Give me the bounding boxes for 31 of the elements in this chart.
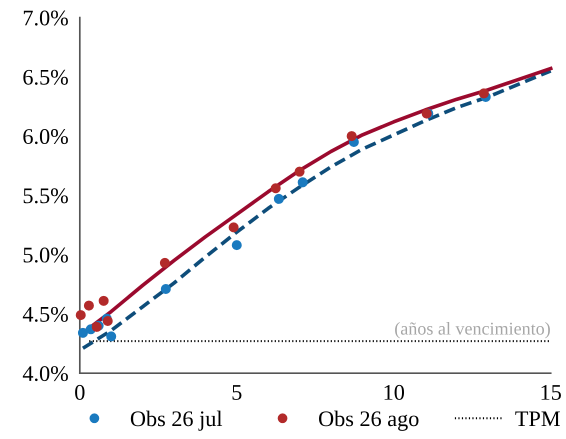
point xyxy=(78,328,88,338)
x-tick-label: 15 xyxy=(542,385,561,400)
point xyxy=(294,166,305,177)
legend-label: Obs 26 jul xyxy=(130,410,222,431)
point xyxy=(106,331,116,342)
y-tick-label: 7.0% xyxy=(24,10,68,26)
point xyxy=(102,316,113,326)
y-tick-label: 5.0% xyxy=(24,248,68,263)
x-tick-label: 5 xyxy=(232,385,242,400)
point xyxy=(160,258,170,268)
legend-label: Obs 26 ago xyxy=(319,410,418,431)
point xyxy=(478,88,489,98)
point xyxy=(298,177,308,188)
y-tick-label: 4.5% xyxy=(22,306,68,322)
point xyxy=(98,296,109,306)
point xyxy=(346,131,357,142)
x-tick-label: 10 xyxy=(384,384,404,400)
point xyxy=(270,183,281,194)
point xyxy=(274,194,284,204)
y-tick-label: 6.0% xyxy=(23,129,68,144)
y-tick-label: 5.5% xyxy=(24,188,68,204)
x-tick-label: 0 xyxy=(75,384,85,400)
y-tick-label: 6.5% xyxy=(23,70,68,85)
legend-label: TPM xyxy=(515,411,560,426)
annotation: (años al vencimiento) xyxy=(395,322,550,338)
point xyxy=(232,240,242,250)
y-tick-label: 4.0% xyxy=(22,366,68,382)
point xyxy=(160,284,171,294)
point xyxy=(84,300,94,311)
point xyxy=(76,310,86,320)
point xyxy=(228,222,239,232)
